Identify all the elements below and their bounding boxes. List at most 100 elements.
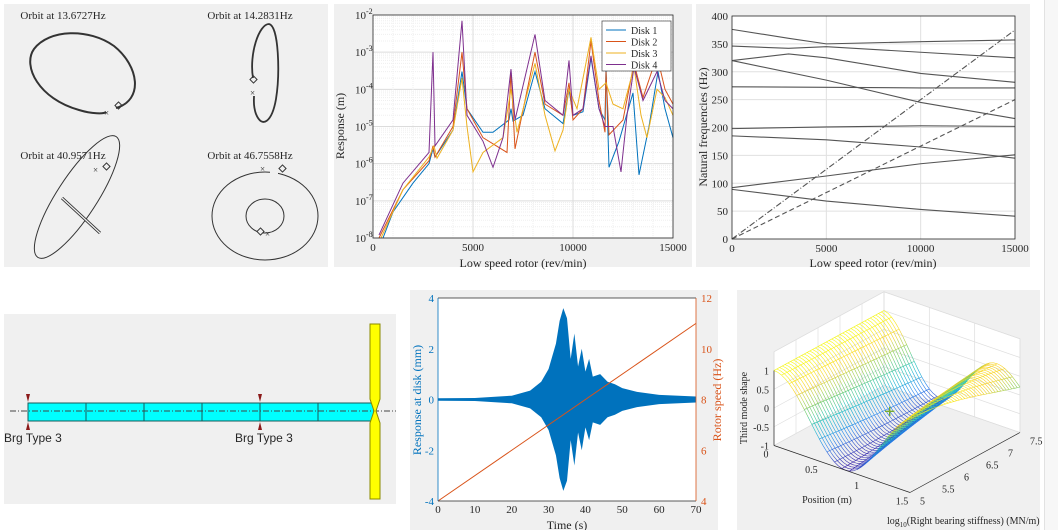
surface-mesh-line	[859, 433, 866, 437]
surface-mesh-line	[922, 403, 929, 409]
series-line-disk-4	[378, 20, 674, 236]
surface-mesh-line	[885, 364, 890, 373]
surface-mesh-line	[828, 398, 834, 407]
surface-mesh-line	[843, 353, 850, 357]
surface-mesh-line	[980, 389, 985, 395]
surface-mesh-line	[846, 369, 852, 373]
surface-mesh-line	[938, 398, 945, 403]
surface-mesh-line	[864, 380, 871, 384]
surface-mesh-line	[873, 388, 879, 397]
surface-mesh-line	[896, 387, 902, 396]
surface-mesh-line	[865, 418, 871, 426]
surface-mesh-line	[871, 370, 876, 379]
surface-mesh-line	[887, 312, 892, 318]
surface-mesh-line	[830, 431, 836, 435]
surface-mesh-line	[817, 356, 822, 361]
surface-mesh-line	[914, 370, 920, 379]
surface-mesh-line	[912, 394, 919, 398]
surface-mesh-line	[792, 366, 799, 370]
surface-mesh-line	[863, 417, 869, 421]
surface-mesh-line	[885, 429, 890, 433]
surface-mesh-line	[898, 422, 905, 428]
surface-mesh-line	[793, 359, 798, 363]
surface-mesh-line	[926, 390, 931, 395]
surface-mesh-line	[874, 341, 879, 349]
surface-mesh-line	[985, 388, 990, 394]
y-tick-label: 7.5	[1030, 437, 1043, 448]
surface-mesh-line	[848, 468, 853, 470]
surface-mesh-line	[830, 345, 837, 350]
surface-mesh-line	[863, 331, 869, 337]
surface-mesh-line	[907, 414, 914, 419]
surface-mesh-line	[963, 384, 968, 387]
surface-mesh-line	[872, 396, 878, 400]
surface-mesh-line	[905, 381, 911, 385]
surface-mesh-line	[854, 350, 860, 358]
surface-mesh-line	[868, 417, 873, 424]
surface-mesh-line	[856, 342, 861, 349]
surface-mesh-line	[824, 409, 829, 418]
surface-mesh-line	[862, 435, 867, 440]
surface-mesh-line	[872, 441, 877, 445]
surface-mesh-line	[841, 411, 847, 420]
surface-mesh-line	[834, 423, 839, 432]
surface-mesh-line	[968, 388, 973, 393]
surface-mesh-line	[959, 388, 964, 392]
surface-mesh-line	[812, 364, 817, 371]
surface-mesh-line	[823, 343, 828, 346]
y-tick-label: 10-7	[355, 193, 373, 208]
surface-mesh-line	[959, 398, 966, 401]
surface-mesh-line	[910, 404, 916, 409]
surface-mesh-line	[979, 385, 984, 390]
surface-mesh-line	[824, 346, 829, 351]
surface-mesh-line	[793, 374, 798, 380]
surface-mesh-line	[922, 411, 929, 417]
surface-mesh-line	[844, 382, 849, 391]
surface-mesh-line	[825, 348, 832, 353]
surface-mesh-line	[984, 382, 991, 385]
surface-mesh-line	[845, 372, 851, 381]
scrollbar[interactable]	[1044, 0, 1058, 530]
rotor-model-diagram: Brg Type 3 Brg Type 3	[4, 323, 396, 500]
surface-mesh-line	[894, 369, 900, 379]
surface-mesh-line	[864, 320, 869, 324]
surface-mesh-line	[891, 316, 896, 323]
surface-mesh-line	[827, 345, 832, 350]
surface-mesh-line	[862, 362, 869, 366]
surface-mesh-line	[870, 428, 877, 432]
legend-label: Disk 2	[631, 38, 657, 49]
surface-mesh-line	[928, 407, 935, 412]
y-tick-label: 10-2	[355, 7, 373, 22]
surface-mesh-line	[915, 418, 922, 424]
surface-mesh-line	[954, 393, 959, 397]
surface-mesh-line	[844, 450, 849, 456]
surface-mesh-line	[908, 421, 915, 427]
surface-mesh-line	[817, 343, 824, 347]
surface-mesh-line	[840, 421, 845, 429]
surface-mesh-line	[857, 395, 862, 404]
surface-mesh-line	[872, 423, 877, 429]
surface-mesh-line	[823, 359, 828, 365]
surface-mesh-line	[919, 385, 925, 392]
surface-mesh-line	[790, 361, 795, 364]
surface-mesh-line	[952, 397, 957, 401]
surface-mesh-line	[862, 460, 869, 466]
surface-mesh-line	[920, 410, 927, 414]
surface-mesh-line	[832, 358, 839, 363]
surface-mesh-line	[822, 392, 827, 401]
surface-mesh-line	[873, 359, 878, 369]
surface-mesh-line	[857, 329, 862, 334]
orbit-title-1: Orbit at 13.6727Hz	[20, 10, 105, 22]
surface-mesh-line	[875, 405, 881, 413]
surface-mesh-line	[822, 374, 828, 382]
surface-mesh-line	[943, 389, 950, 395]
surface-mesh-line	[836, 395, 842, 404]
surface-mesh-line	[867, 409, 872, 417]
surface-mesh-line	[872, 379, 878, 388]
surface-mesh-line	[907, 396, 913, 400]
surface-mesh-line	[850, 408, 855, 416]
surface-mesh-line	[802, 390, 808, 394]
surface-mesh-line	[878, 313, 883, 317]
surface-mesh-line	[963, 394, 968, 399]
surface-mesh-line	[876, 425, 883, 429]
